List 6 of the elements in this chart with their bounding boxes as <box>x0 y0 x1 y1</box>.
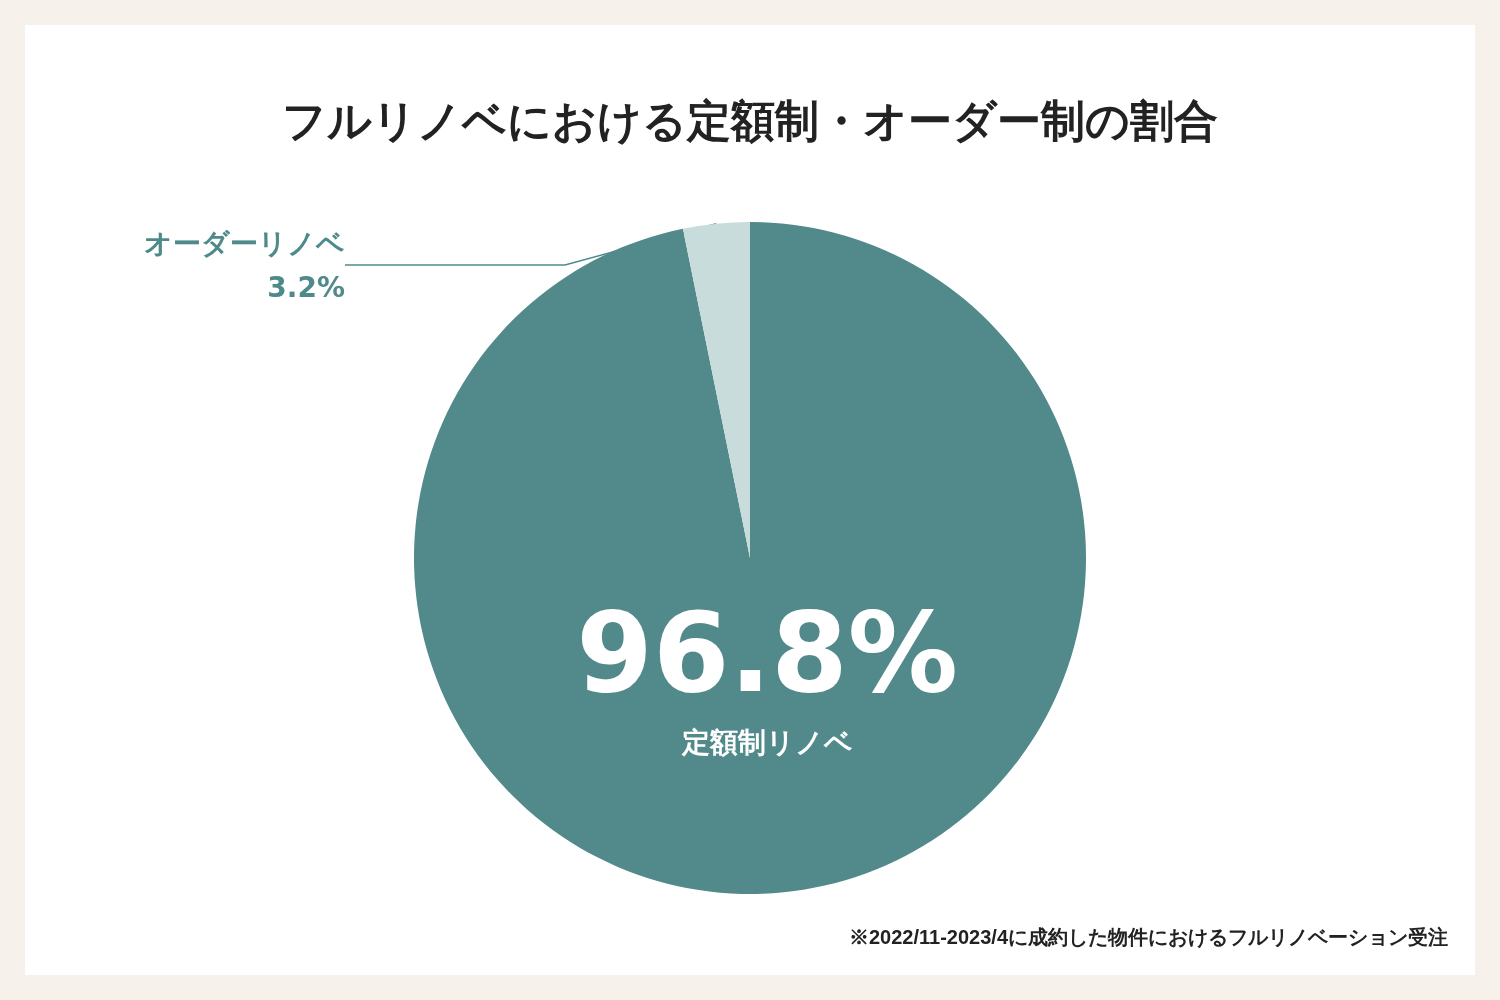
chart-title: フルリノベにおける定額制・オーダー制の割合 <box>282 94 1218 146</box>
slice-label: 定額制リノベ <box>680 726 853 760</box>
data-label: 96.8% <box>576 588 958 717</box>
data-label: 3.2% <box>267 270 345 304</box>
slice-label: オーダーリノベ <box>144 226 345 260</box>
text: ※2022/11-2023/4に成約した物件におけるフルリノベーション受注 <box>848 926 1449 949</box>
